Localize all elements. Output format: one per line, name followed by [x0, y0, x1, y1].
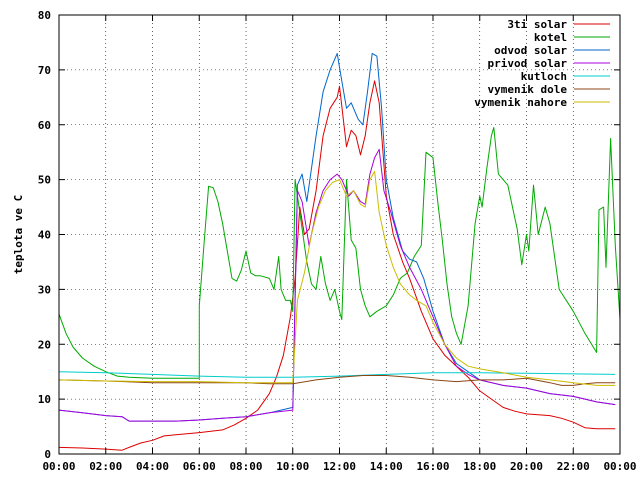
y-tick-label: 10 [38, 393, 51, 406]
legend-label-vymenik-nahore: vymenik nahore [474, 96, 567, 109]
y-tick-label: 20 [38, 338, 51, 351]
axis-ticks [58, 14, 621, 455]
y-tick-label: 50 [38, 174, 51, 187]
x-tick-label: 22:00 [557, 460, 590, 473]
y-tick-labels: 0 10 20 30 40 50 60 70 80 [38, 9, 51, 461]
x-tick-label: 00:00 [42, 460, 75, 473]
legend-label-privod-solar: privod solar [488, 57, 568, 70]
x-tick-label: 08:00 [229, 460, 262, 473]
x-tick-label: 00:00 [603, 460, 636, 473]
legend-label-3ti-solar: 3ti solar [507, 18, 567, 31]
y-tick-label: 60 [38, 119, 51, 132]
series-line-kotel [58, 127, 621, 379]
x-tick-label: 06:00 [183, 460, 216, 473]
y-tick-label: 0 [44, 448, 51, 461]
x-tick-label: 16:00 [416, 460, 449, 473]
x-tick-label: 02:00 [89, 460, 122, 473]
x-tick-label: 18:00 [463, 460, 496, 473]
x-tick-labels: 00:00 02:00 04:00 06:00 08:00 10:00 12:00 14:00… [42, 460, 636, 473]
x-tick-label: 20:00 [510, 460, 543, 473]
y-tick-label: 30 [38, 283, 51, 296]
series-line-kutloch [58, 371, 616, 378]
legend-label-kutloch: kutloch [521, 70, 567, 83]
x-tick-label: 10:00 [276, 460, 309, 473]
y-tick-label: 70 [38, 64, 51, 77]
y-tick-label: 80 [38, 9, 51, 22]
legend-label-vymenik-dole: vymenik dole [488, 83, 568, 96]
x-tick-label: 12:00 [323, 460, 356, 473]
series-line-3ti-solar [58, 80, 616, 451]
series-lines [58, 52, 621, 451]
series-line-vymenik-nahore [58, 170, 616, 386]
x-tick-label: 14:00 [370, 460, 403, 473]
y-axis-title: teplota ve C [12, 195, 25, 274]
legend-label-kotel: kotel [534, 31, 567, 44]
legend-label-odvod-solar: odvod solar [494, 44, 567, 57]
y-tick-label: 40 [38, 229, 51, 242]
x-tick-label: 04:00 [136, 460, 169, 473]
